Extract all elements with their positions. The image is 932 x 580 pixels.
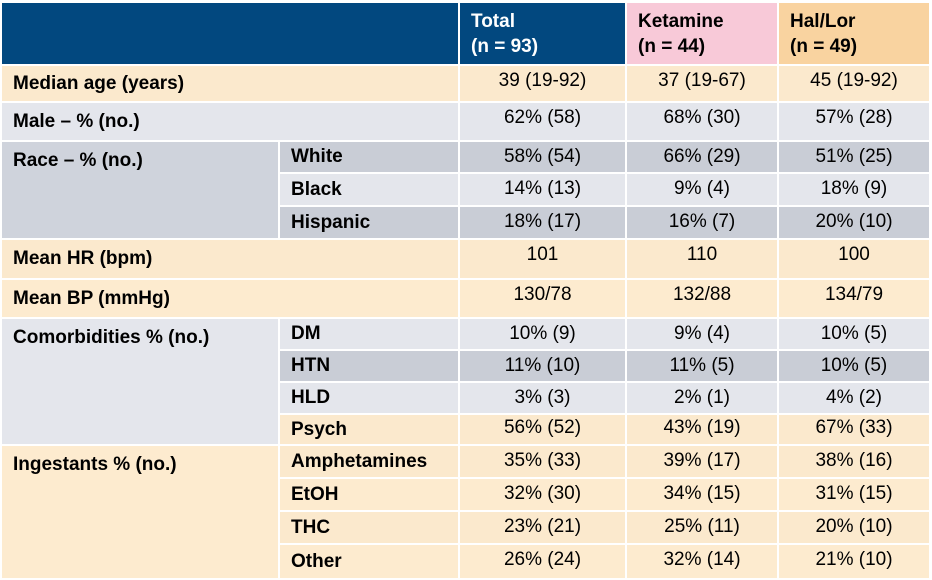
race-label-black: Black (280, 174, 458, 205)
header-hallor-label: Hal/Lor (790, 10, 856, 32)
header-ketamine: Ketamine (n = 44) (627, 3, 777, 64)
header-ketamine-n: (n = 44) (638, 35, 706, 57)
cell-comorb-hld-hallor: 4% (2) (779, 383, 929, 413)
cell-ingest-other-ketamine: 32% (14) (627, 545, 777, 578)
cell-race-hispanic-hallor: 20% (10) (779, 207, 929, 238)
ingest-label-etoh: EtOH (280, 479, 458, 510)
cell-race-black-hallor: 18% (9) (779, 174, 929, 205)
cell-male-ketamine: 68% (30) (627, 103, 777, 140)
row-label-age: Median age (years) (2, 66, 458, 101)
cell-comorb-dm-total: 10% (9) (460, 319, 625, 349)
comorb-label-hld: HLD (280, 383, 458, 413)
header-ketamine-label: Ketamine (638, 10, 724, 32)
row-label-ingestants: Ingestants % (no.) (2, 446, 278, 578)
cell-ingest-amphetamines-hallor: 38% (16) (779, 446, 929, 477)
ingest-label-amphetamines: Amphetamines (280, 446, 458, 477)
cell-ingest-thc-hallor: 20% (10) (779, 512, 929, 543)
comorb-label-dm: DM (280, 319, 458, 349)
race-label-white: White (280, 142, 458, 172)
cell-race-black-ketamine: 9% (4) (627, 174, 777, 205)
header-total-n: (n = 93) (471, 35, 539, 57)
row-label-male: Male – % (no.) (2, 103, 458, 140)
ingest-label-thc: THC (280, 512, 458, 543)
cell-ingest-amphetamines-ketamine: 39% (17) (627, 446, 777, 477)
comorb-label-htn: HTN (280, 351, 458, 381)
cell-comorb-dm-ketamine: 9% (4) (627, 319, 777, 349)
ingest-label-other: Other (280, 545, 458, 578)
cell-male-total: 62% (58) (460, 103, 625, 140)
cell-bp-ketamine: 132/88 (627, 280, 777, 317)
cell-race-white-ketamine: 66% (29) (627, 142, 777, 172)
cell-bp-total: 130/78 (460, 280, 625, 317)
cell-hr-ketamine: 110 (627, 240, 777, 278)
header-blank-cell (2, 3, 458, 64)
cell-comorb-htn-total: 11% (10) (460, 351, 625, 381)
cell-comorb-dm-hallor: 10% (5) (779, 319, 929, 349)
cell-race-white-total: 58% (54) (460, 142, 625, 172)
cell-ingest-etoh-ketamine: 34% (15) (627, 479, 777, 510)
cell-hr-total: 101 (460, 240, 625, 278)
cell-age-hallor: 45 (19-92) (779, 66, 929, 101)
header-hallor: Hal/Lor (n = 49) (779, 3, 929, 64)
cell-ingest-other-total: 26% (24) (460, 545, 625, 578)
row-label-bp: Mean BP (mmHg) (2, 280, 458, 317)
cell-comorb-hld-ketamine: 2% (1) (627, 383, 777, 413)
row-label-hr: Mean HR (bpm) (2, 240, 458, 278)
cell-hr-hallor: 100 (779, 240, 929, 278)
cell-male-hallor: 57% (28) (779, 103, 929, 140)
comorb-label-psych: Psych (280, 415, 458, 444)
cell-bp-hallor: 134/79 (779, 280, 929, 317)
cell-ingest-etoh-total: 32% (30) (460, 479, 625, 510)
row-label-comorbidities: Comorbidities % (no.) (2, 319, 278, 444)
cell-comorb-psych-ketamine: 43% (19) (627, 415, 777, 444)
header-hallor-n: (n = 49) (790, 35, 858, 57)
cell-ingest-etoh-hallor: 31% (15) (779, 479, 929, 510)
header-total-label: Total (471, 10, 515, 32)
cell-race-black-total: 14% (13) (460, 174, 625, 205)
cell-ingest-thc-ketamine: 25% (11) (627, 512, 777, 543)
cell-ingest-thc-total: 23% (21) (460, 512, 625, 543)
header-total: Total (n = 93) (460, 3, 625, 64)
cell-age-total: 39 (19-92) (460, 66, 625, 101)
cell-comorb-hld-total: 3% (3) (460, 383, 625, 413)
cell-ingest-amphetamines-total: 35% (33) (460, 446, 625, 477)
cell-race-hispanic-total: 18% (17) (460, 207, 625, 238)
cell-comorb-htn-ketamine: 11% (5) (627, 351, 777, 381)
cell-comorb-htn-hallor: 10% (5) (779, 351, 929, 381)
row-label-race: Race – % (no.) (2, 142, 278, 238)
cell-race-white-hallor: 51% (25) (779, 142, 929, 172)
race-label-hispanic: Hispanic (280, 207, 458, 238)
cell-comorb-psych-total: 56% (52) (460, 415, 625, 444)
cell-ingest-other-hallor: 21% (10) (779, 545, 929, 578)
cell-comorb-psych-hallor: 67% (33) (779, 415, 929, 444)
cell-age-ketamine: 37 (19-67) (627, 66, 777, 101)
cell-race-hispanic-ketamine: 16% (7) (627, 207, 777, 238)
